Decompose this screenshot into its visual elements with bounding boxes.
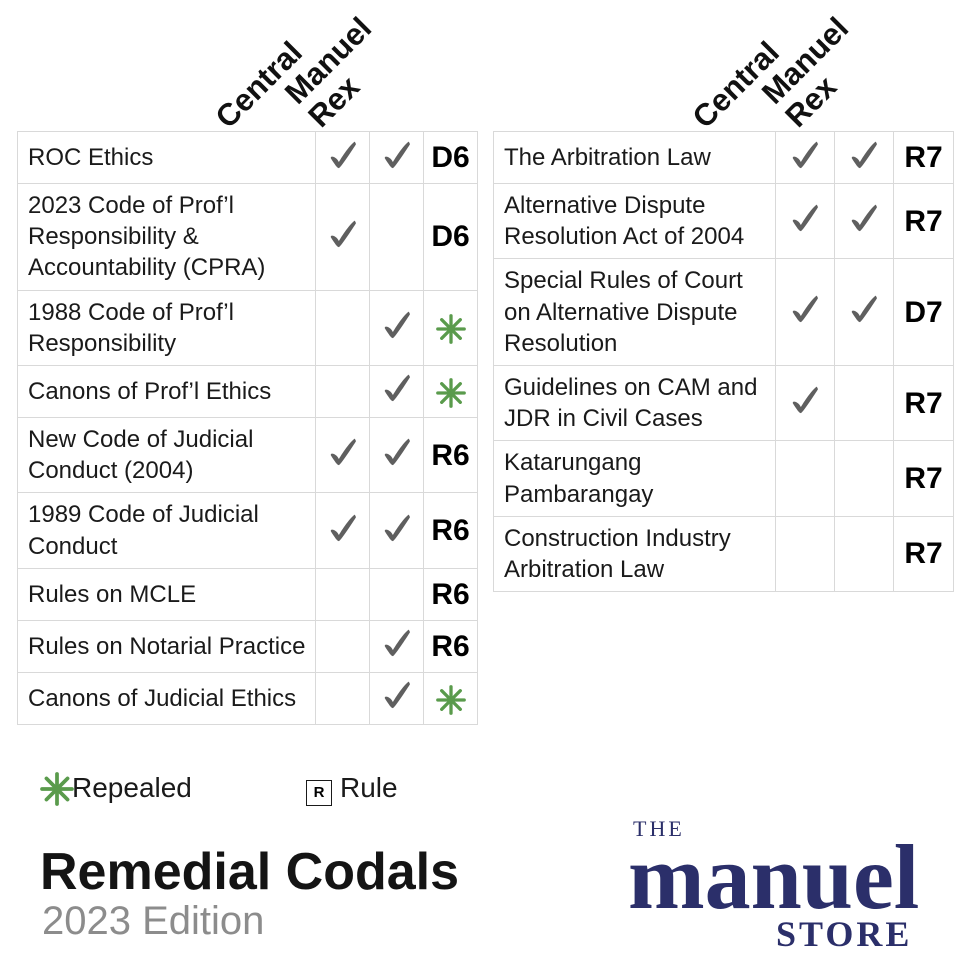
svg-text:STORE: STORE [776,914,912,954]
svg-text:manuel: manuel [628,826,919,928]
